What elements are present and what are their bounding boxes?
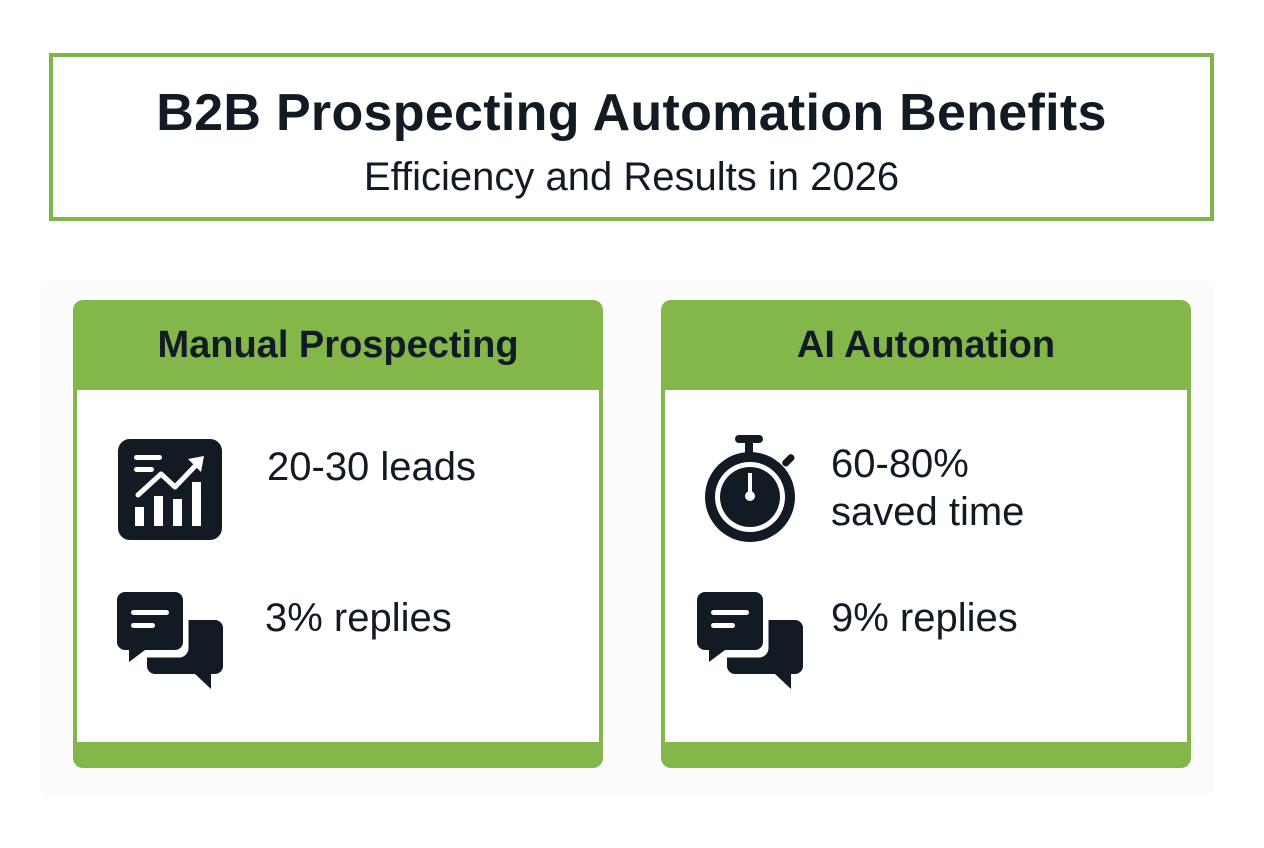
stat-replies: 3% replies	[265, 596, 452, 640]
page-subtitle: Efficiency and Results in 2026	[363, 155, 900, 199]
card-ai-automation: AI Automation 60-80% saved time	[661, 300, 1191, 768]
analytics-chart-icon	[118, 439, 222, 545]
stat-saved-time-percent: 60-80%	[831, 442, 969, 486]
stopwatch-icon	[705, 435, 805, 548]
stat-replies: 9% replies	[831, 596, 1018, 640]
chat-bubbles-icon	[697, 592, 803, 695]
card-body: 60-80% saved time 9% replies	[665, 390, 1187, 742]
stat-saved-time-label: saved time	[831, 490, 1025, 534]
card-title: Manual Prospecting	[157, 323, 519, 366]
card-manual-prospecting: Manual Prospecting 20-30 leads	[73, 300, 603, 768]
stat-leads: 20-30 leads	[267, 445, 477, 489]
page-title: B2B Prospecting Automation Benefits	[156, 84, 1107, 142]
chat-bubbles-icon	[117, 592, 223, 695]
card-body: 20-30 leads 3% replies	[77, 390, 599, 742]
title-box: B2B Prospecting Automation Benefits Effi…	[49, 53, 1214, 221]
card-title: AI Automation	[796, 323, 1056, 366]
